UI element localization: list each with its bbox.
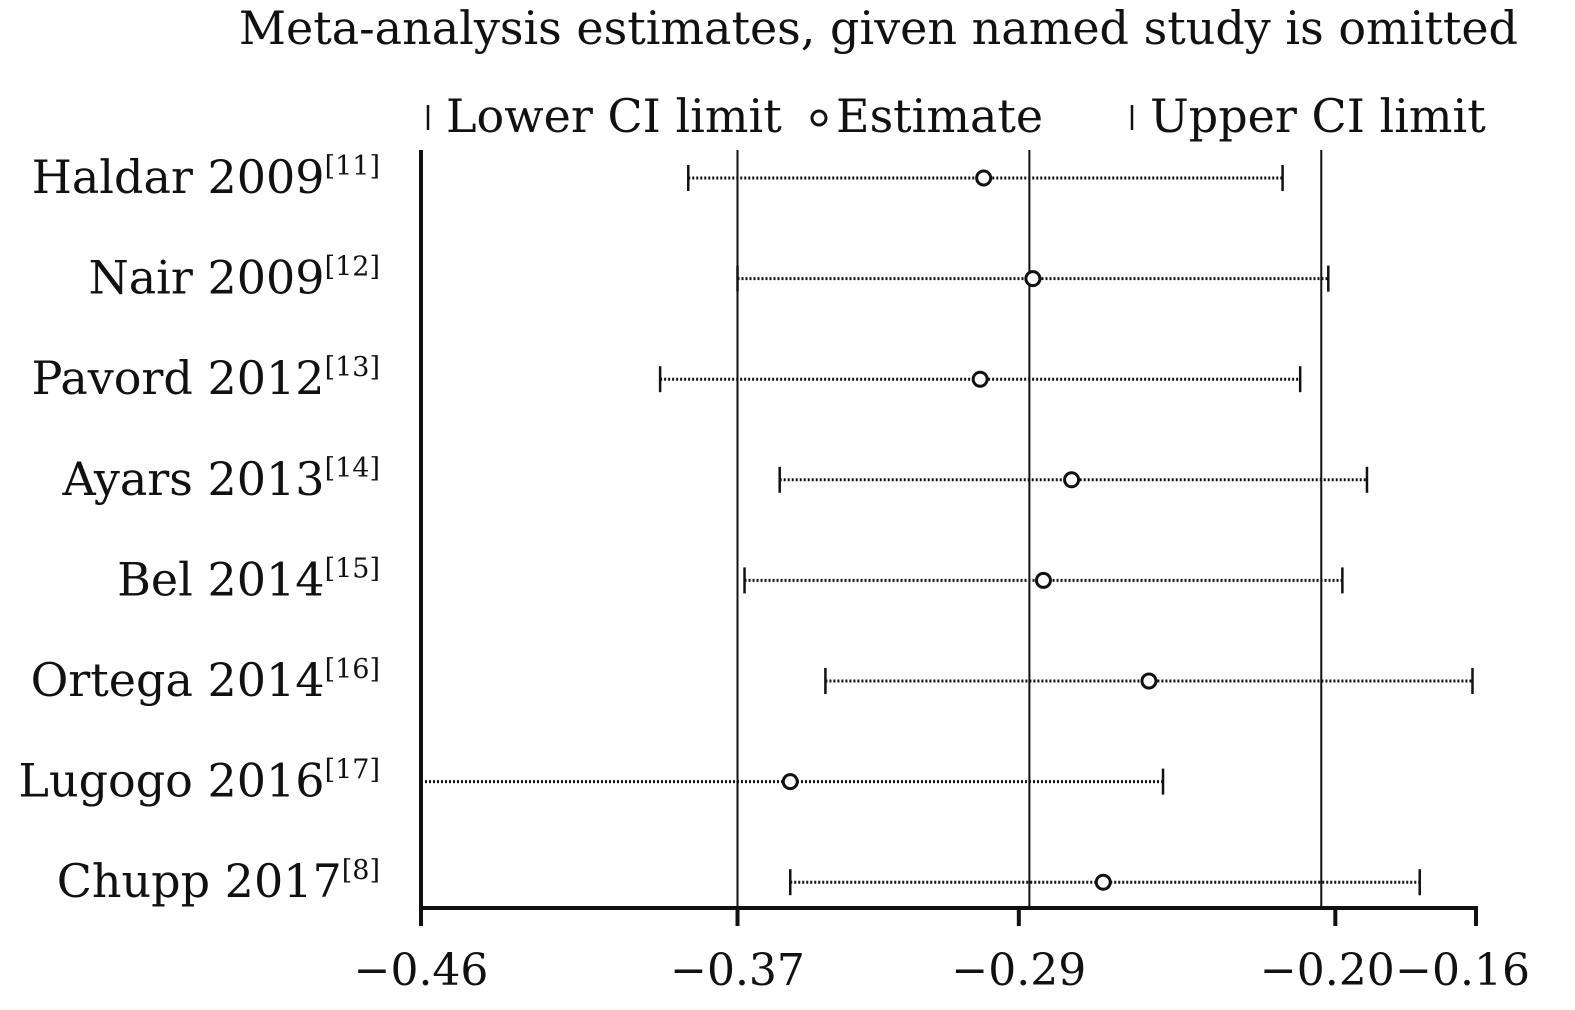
x-tick-label: −0.20 <box>1260 945 1395 996</box>
x-tick-label: −0.16 <box>1395 945 1530 996</box>
axes: −0.46 −0.37 −0.29 −0.20 −0.16 <box>354 150 1530 996</box>
estimate-marker <box>1024 270 1042 288</box>
study-label: Bel 2014[15] <box>117 552 380 606</box>
study-name: Ayars 2013 <box>62 452 325 506</box>
study-row: Chupp 2017[8] <box>57 854 1421 908</box>
study-reference: [16] <box>325 654 380 685</box>
study-name: Lugogo 2016 <box>18 754 324 808</box>
study-row: Pavord 2012[13] <box>31 351 1302 405</box>
study-label: Nair 2009[12] <box>88 251 380 305</box>
x-tick-label: −0.37 <box>670 945 805 996</box>
legend-estimate-label: Estimate <box>836 89 1043 143</box>
study-row: Lugogo 2016[17] <box>18 754 1165 808</box>
legend-upper-label: Upper CI limit <box>1150 89 1486 143</box>
study-row: Ortega 2014[16] <box>31 653 1474 707</box>
study-label: Ortega 2014[16] <box>31 653 380 707</box>
study-name: Nair 2009 <box>88 251 324 305</box>
study-name: Pavord 2012 <box>31 351 324 405</box>
estimate-marker <box>1094 873 1112 891</box>
study-name: Haldar 2009 <box>32 150 325 204</box>
study-reference: [13] <box>325 352 380 383</box>
study-reference: [15] <box>325 553 380 584</box>
estimate-marker <box>1063 471 1081 489</box>
chart-title: Meta-analysis estimates, given named stu… <box>239 1 1518 55</box>
study-row: Bel 2014[15] <box>117 552 1344 606</box>
study-reference: [17] <box>325 755 380 786</box>
legend: Lower CI limit Estimate Upper CI limit <box>426 89 1486 143</box>
study-name: Ortega 2014 <box>31 653 325 707</box>
study-row: Nair 2009[12] <box>88 251 1330 305</box>
study-row: Haldar 2009[11] <box>32 150 1284 204</box>
study-name: Bel 2014 <box>117 552 324 606</box>
study-label: Lugogo 2016[17] <box>18 754 380 808</box>
study-rows: Haldar 2009[11]Nair 2009[12]Pavord 2012[… <box>18 150 1474 908</box>
study-row: Ayars 2013[14] <box>62 452 1369 506</box>
estimate-marker <box>971 370 989 388</box>
study-name: Chupp 2017 <box>57 854 342 908</box>
study-reference: [14] <box>325 453 380 484</box>
estimate-marker <box>781 773 799 791</box>
study-label: Pavord 2012[13] <box>31 351 380 405</box>
study-reference: [12] <box>325 252 380 283</box>
x-tick-label: −0.29 <box>951 945 1086 996</box>
legend-lower-label: Lower CI limit <box>446 89 782 143</box>
study-label: Ayars 2013[14] <box>62 452 381 506</box>
study-reference: [11] <box>325 151 380 182</box>
estimate-marker <box>1140 672 1158 690</box>
study-label: Haldar 2009[11] <box>32 150 380 204</box>
estimate-marker <box>975 169 993 187</box>
reference-lines <box>736 150 1323 908</box>
estimate-marker <box>1034 571 1052 589</box>
study-label: Chupp 2017[8] <box>57 854 380 908</box>
legend-estimate-marker <box>810 109 828 127</box>
study-reference: [8] <box>342 855 380 886</box>
x-tick-label: −0.46 <box>354 945 489 996</box>
